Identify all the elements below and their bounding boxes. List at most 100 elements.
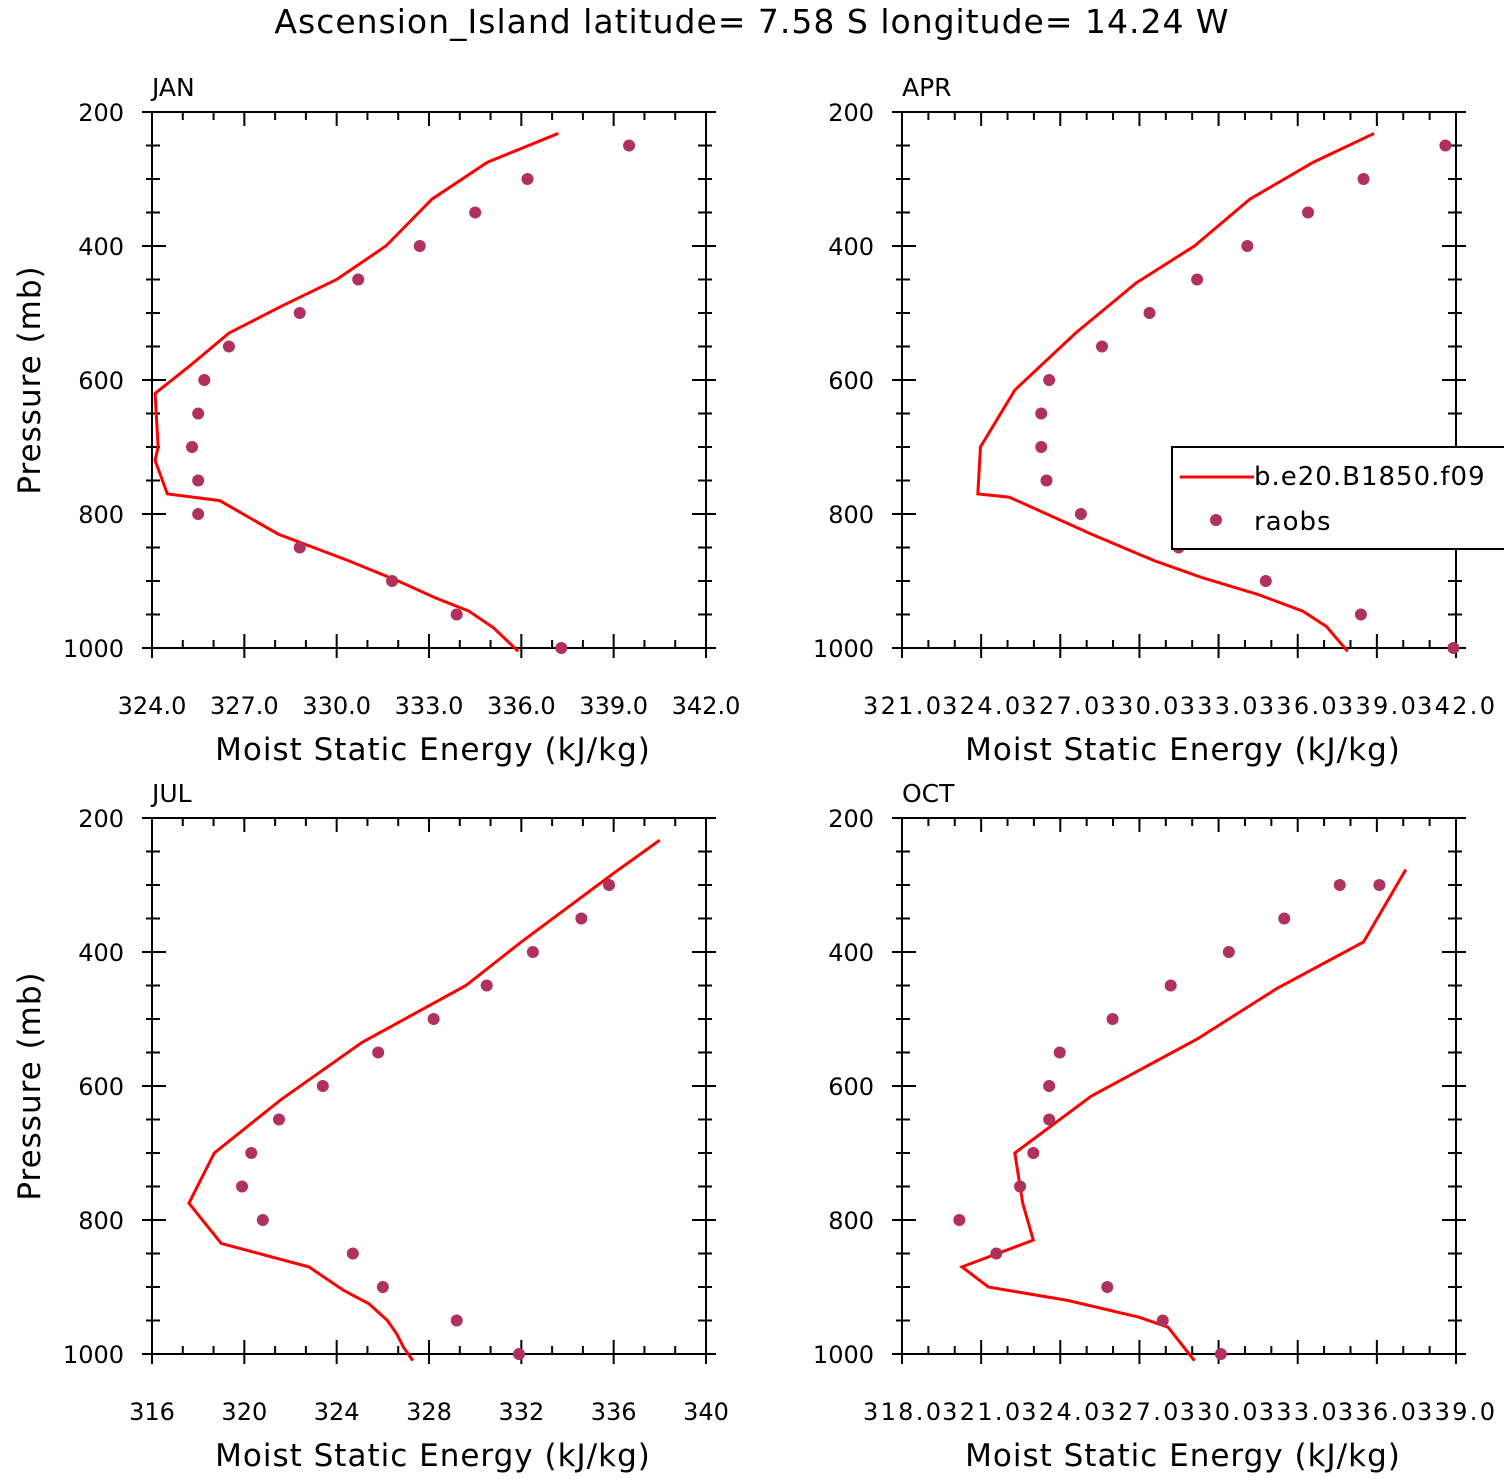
x-tick-label: 328 (406, 1398, 452, 1426)
raobs-point (1095, 340, 1108, 353)
raobs-point (555, 642, 568, 654)
x-tick-label: 318.0 (863, 1398, 941, 1426)
y-tick-label: 200 (828, 99, 874, 127)
x-tick-label: 330.0 (1100, 692, 1178, 720)
raobs-point (1027, 1147, 1040, 1159)
raobs-point (1241, 240, 1254, 252)
x-axis-title: Moist Static Energy (kJ/kg) (215, 732, 651, 768)
y-tick-label: 800 (828, 501, 874, 529)
x-tick-label: 332 (498, 1398, 544, 1426)
raobs-point (1074, 508, 1087, 520)
raobs-point (1439, 139, 1452, 152)
plot-frame (151, 111, 707, 649)
legend-label: raobs (1254, 507, 1332, 537)
raobs-point (1014, 1180, 1027, 1193)
plot-frame (901, 111, 1457, 649)
y-tick-label: 200 (78, 805, 124, 833)
raobs-point (1191, 273, 1204, 286)
panel-label: JUL (150, 779, 192, 808)
x-tick-label: 330.0 (302, 692, 371, 720)
x-tick-label: 321.0 (942, 1398, 1020, 1426)
y-tick-label: 1000 (63, 1341, 124, 1369)
x-tick-label: 321.0 (863, 692, 941, 720)
y-tick-label: 600 (828, 1073, 874, 1101)
raobs-point (186, 441, 199, 453)
panel-label: APR (902, 73, 952, 102)
raobs-point (346, 1247, 359, 1260)
raobs-point (1447, 642, 1460, 654)
raobs-point (1043, 374, 1056, 386)
y-tick-label: 400 (828, 939, 874, 967)
y-tick-label: 200 (828, 805, 874, 833)
panel-oct: 200 400 600 800 1000 318.0 321.0 324.0 327.0 330.… (813, 779, 1495, 1474)
raobs-point (222, 340, 235, 353)
y-tick-label: 800 (78, 501, 124, 529)
panel-label: OCT (902, 779, 955, 808)
raobs-point (1222, 946, 1235, 958)
model-line (976, 132, 1375, 653)
raobs-point (1333, 879, 1346, 891)
x-tick-label: 324.0 (118, 692, 187, 720)
y-tick-label: 800 (78, 1207, 124, 1235)
model-line (153, 132, 559, 653)
raobs-point (372, 1046, 385, 1059)
x-tick-label: 333.0 (1259, 1398, 1337, 1426)
panel-label: JAN (150, 73, 195, 102)
raobs-point (192, 474, 205, 487)
y-tick-label: 400 (828, 233, 874, 261)
raobs-point (256, 1214, 269, 1226)
raobs-point (480, 979, 493, 992)
y-tick-label: 400 (78, 233, 124, 261)
raobs-point (1278, 912, 1291, 925)
legend: b.e20.B1850.f09 raobs (1171, 446, 1504, 550)
raobs-point (1035, 407, 1048, 420)
y-tick-label: 1000 (813, 1341, 874, 1369)
x-axis-title: Moist Static Energy (kJ/kg) (965, 732, 1401, 768)
legend-point-swatch (1210, 514, 1222, 526)
raobs-point (1354, 608, 1367, 621)
raobs-point (450, 1314, 463, 1327)
raobs-point (272, 1113, 285, 1126)
x-tick-label: 339.0 (1338, 692, 1416, 720)
y-tick-label: 200 (78, 99, 124, 127)
raobs-point (513, 1348, 526, 1360)
raobs-point (293, 541, 306, 554)
plot-frame (901, 817, 1457, 1355)
raobs-point (1043, 1080, 1056, 1092)
y-tick-label: 1000 (813, 635, 874, 663)
x-tick-label: 327.0 (210, 692, 279, 720)
raobs-point (1259, 575, 1272, 587)
y-tick-label: 600 (78, 367, 124, 395)
x-tick-label: 320 (221, 1398, 267, 1426)
raobs-point (316, 1080, 329, 1092)
y-tick-label: 800 (828, 1207, 874, 1235)
model-line (187, 838, 661, 1362)
raobs-point (427, 1013, 440, 1025)
x-tick-label: 342.0 (1417, 692, 1495, 720)
x-tick-label: 336.0 (1338, 1398, 1416, 1426)
x-tick-label: 339.0 (1417, 1398, 1495, 1426)
raobs-point (953, 1214, 966, 1226)
raobs-point (469, 206, 482, 219)
figure-title: Ascension_Island latitude= 7.58 S longit… (274, 2, 1230, 41)
raobs-point (352, 273, 365, 286)
y-axis-title: Pressure (mb) (12, 265, 48, 494)
raobs-point (1357, 173, 1370, 185)
plot-frame (151, 817, 707, 1355)
y-tick-label: 400 (78, 939, 124, 967)
raobs-point (192, 508, 205, 520)
x-tick-label: 336.0 (1259, 692, 1337, 720)
raobs-point (1214, 1348, 1227, 1360)
x-tick-label: 342.0 (672, 692, 741, 720)
raobs-point (1101, 1281, 1114, 1293)
panel-jan: 200 400 600 800 1000 324.0 327.0 330.0 333.0 336.… (12, 73, 740, 768)
y-tick-label: 600 (828, 367, 874, 395)
raobs-point (413, 240, 426, 252)
raobs-point (1106, 1013, 1119, 1025)
legend-box (1171, 446, 1504, 550)
x-tick-label: 340 (683, 1398, 729, 1426)
raobs-point (575, 912, 588, 925)
raobs-point (1373, 879, 1386, 891)
x-tick-label: 327.0 (1021, 692, 1099, 720)
